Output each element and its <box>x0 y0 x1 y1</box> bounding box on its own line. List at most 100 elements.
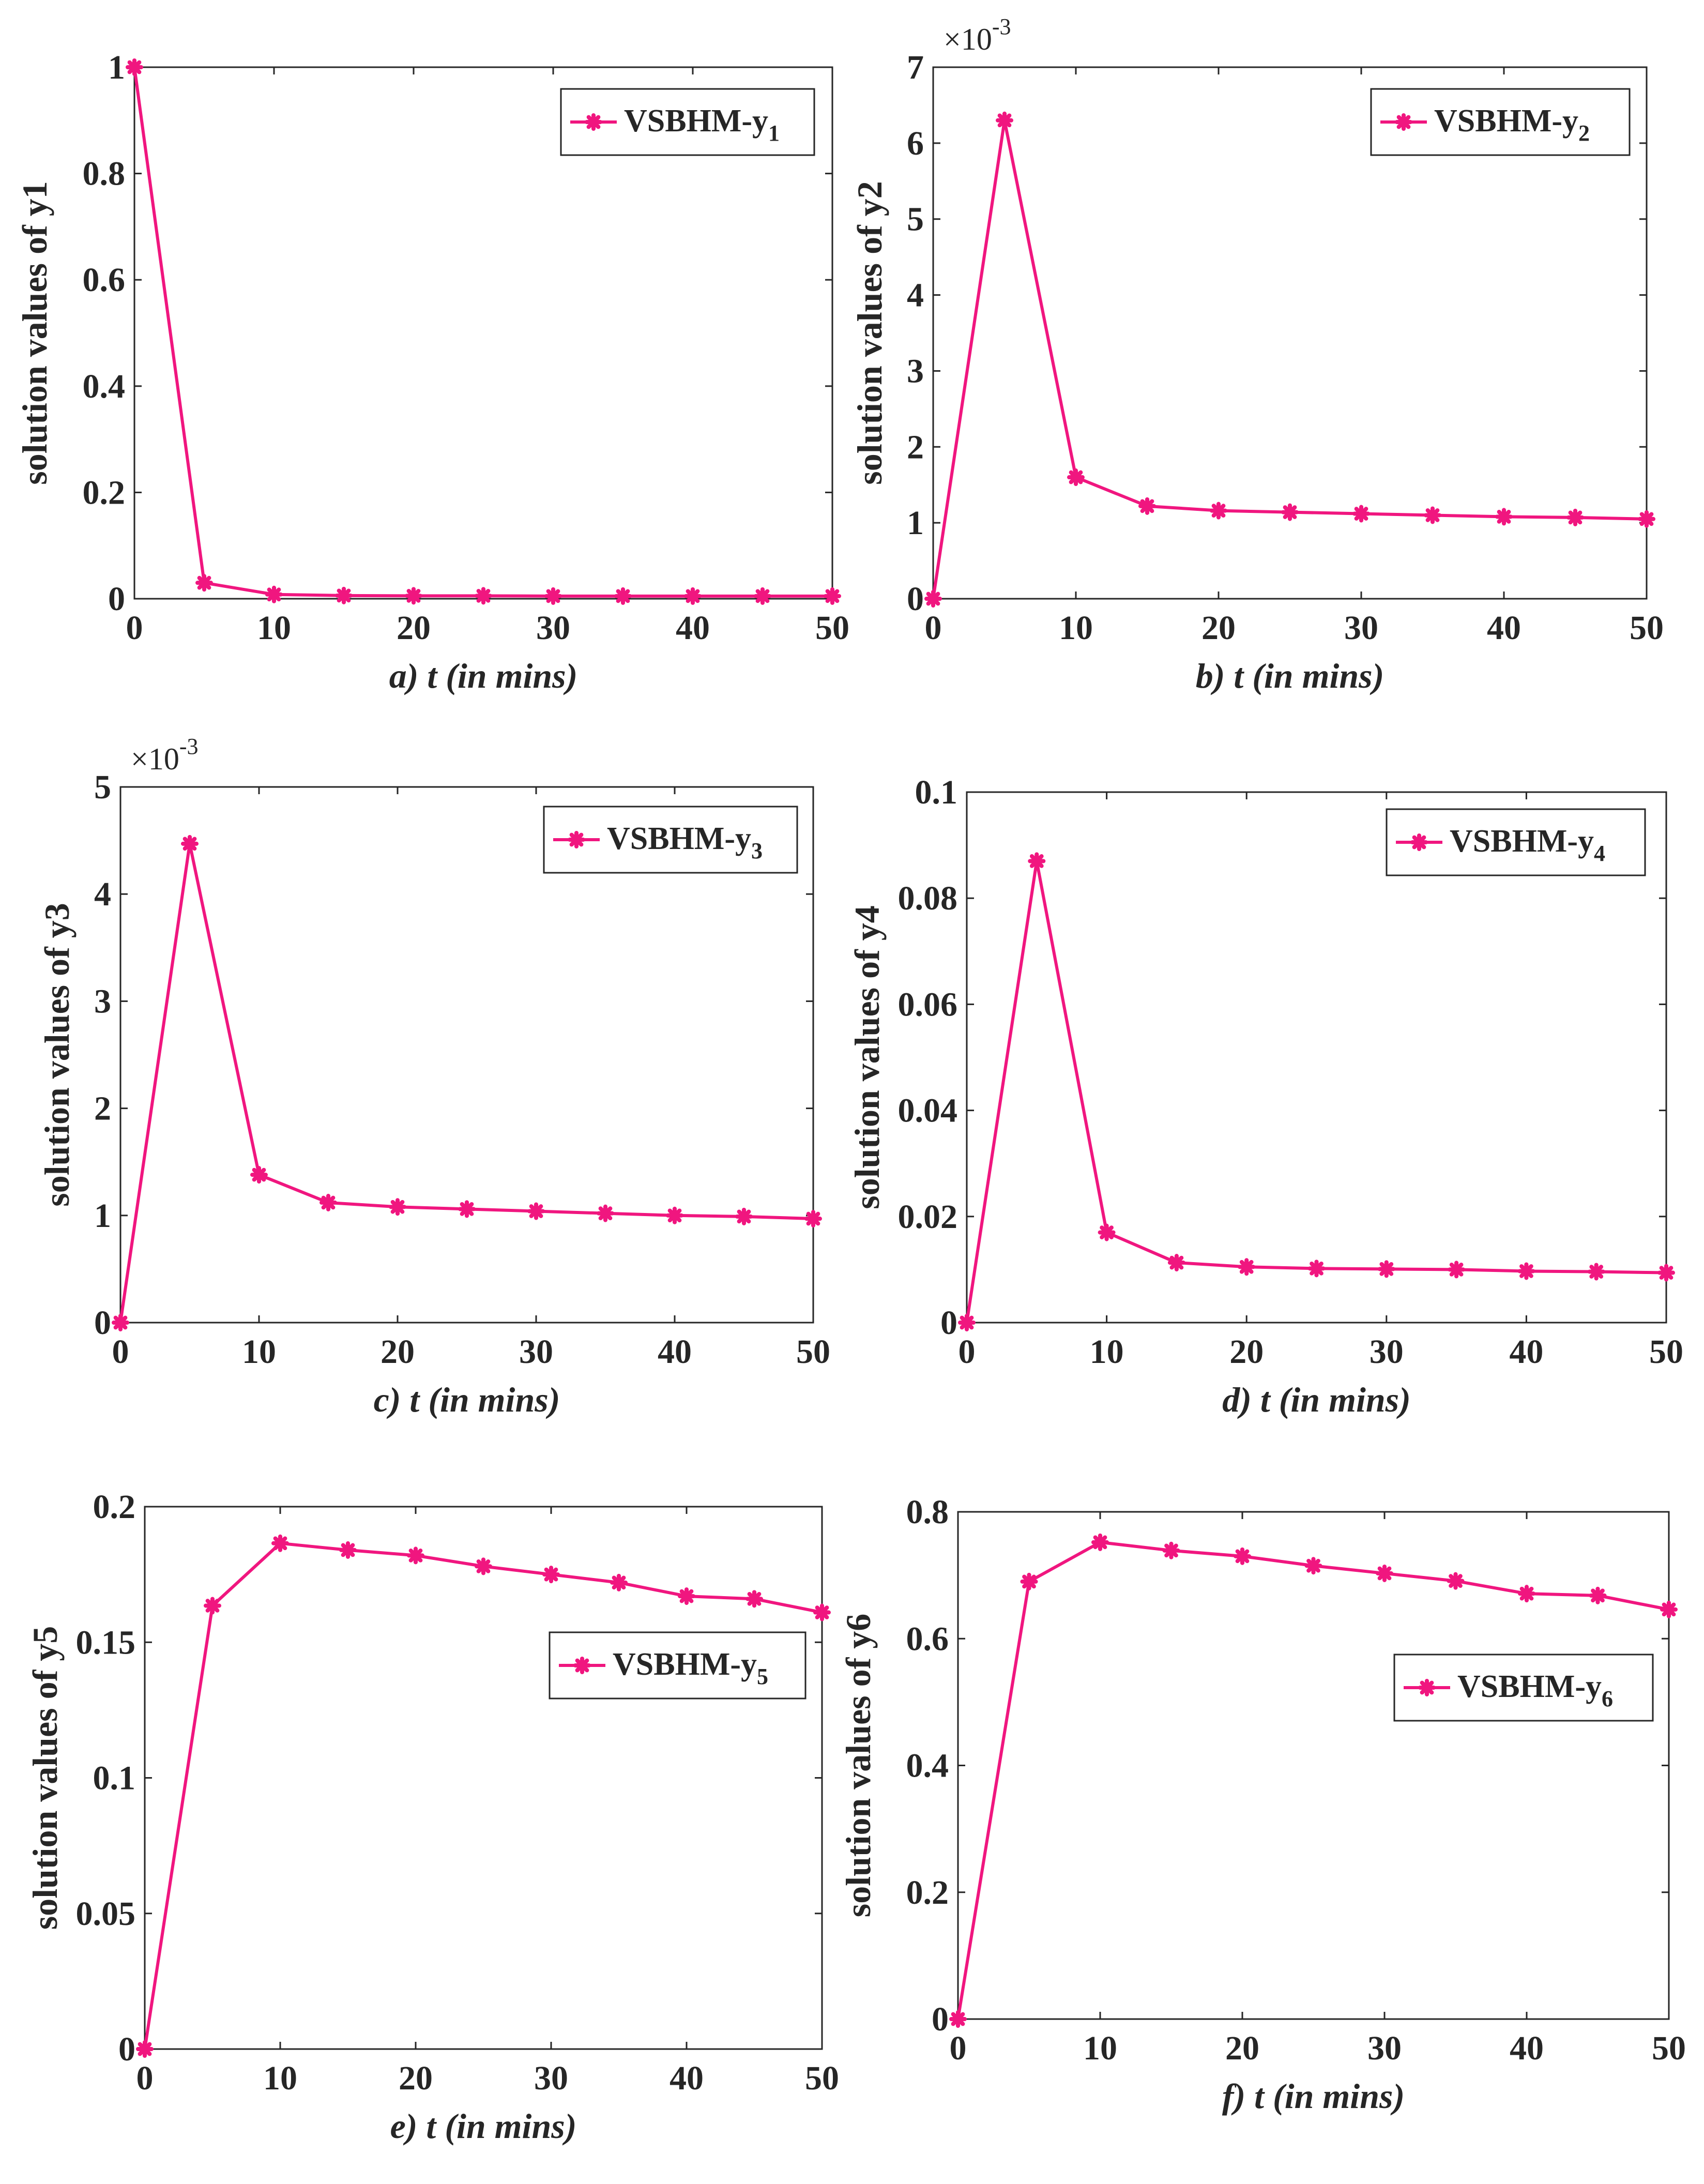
y-tick-label: 2 <box>94 1090 111 1128</box>
data-point <box>804 1210 822 1228</box>
legend: VSBHM-y3 <box>543 806 798 874</box>
data-point <box>610 1573 628 1591</box>
data-point <box>1138 497 1156 515</box>
y-tick-label: 4 <box>907 277 924 314</box>
x-tick-label: 10 <box>1059 609 1093 647</box>
data-point <box>271 1534 289 1552</box>
legend: VSBHM-y1 <box>560 88 815 156</box>
data-point <box>542 1566 560 1584</box>
y-axis-label: solution values of y6 <box>839 1614 878 1918</box>
exponent-base: ×10 <box>131 742 179 776</box>
plot-frame <box>966 791 1667 1324</box>
x-axis-label: f) t (in mins) <box>1222 2076 1405 2116</box>
data-point <box>405 587 422 605</box>
x-tick-label: 10 <box>257 609 291 647</box>
data-point <box>1517 1262 1535 1280</box>
legend-label-subscript: 2 <box>1578 120 1590 146</box>
x-tick-label: 40 <box>1510 2029 1544 2067</box>
data-point <box>1377 1260 1395 1278</box>
x-tick-label: 50 <box>815 609 849 647</box>
data-point <box>1091 1533 1109 1551</box>
legend: VSBHM-y2 <box>1370 88 1631 156</box>
legend-label-base: VSBHM-y <box>613 1647 757 1682</box>
y-tick-label: 0.1 <box>915 774 958 811</box>
y-axis-label: solution values of y1 <box>15 181 54 485</box>
data-point <box>544 587 562 605</box>
data-point <box>320 1193 337 1211</box>
data-point <box>1566 508 1584 526</box>
y-tick-label: 1 <box>907 504 924 542</box>
data-point <box>1589 1586 1607 1604</box>
data-point <box>746 1590 763 1608</box>
legend-label-subscript: 4 <box>1594 841 1605 866</box>
plot-frame <box>119 786 814 1324</box>
y-tick-label: 0.4 <box>83 368 126 405</box>
data-point <box>475 1557 492 1575</box>
data-point <box>1238 1258 1256 1276</box>
data-point <box>1495 508 1513 526</box>
y-axis-exponent: ×10-3 <box>944 14 1011 56</box>
x-axis-label: a) t (in mins) <box>389 656 578 695</box>
y-axis-label: solution values of y3 <box>37 903 77 1207</box>
data-point <box>1028 852 1046 870</box>
data-point <box>1352 505 1370 523</box>
x-tick-label: 50 <box>796 1333 830 1371</box>
x-tick-label: 30 <box>536 609 570 647</box>
x-tick-label: 20 <box>381 1333 415 1371</box>
y-tick-label: 3 <box>94 982 111 1020</box>
chart-panel-e: 0 10 20 30 40 50 0 0.05 0.1 0.15 0.2 e) t (in mins)… <box>25 1488 839 2146</box>
legend-label-base: VSBHM-y <box>1457 1669 1602 1704</box>
data-point <box>754 587 771 605</box>
x-tick-label: 10 <box>263 2059 297 2097</box>
y-tick-label: 0 <box>940 1304 957 1342</box>
data-point <box>136 2040 154 2058</box>
y-tick-label: 1 <box>108 49 125 86</box>
data-point <box>1162 1541 1180 1559</box>
y-tick-label: 6 <box>907 125 924 162</box>
y-tick-label: 5 <box>94 768 111 806</box>
y-tick-label: 0.2 <box>93 1488 136 1526</box>
data-point <box>1424 506 1441 524</box>
plot-frame <box>144 1506 823 2050</box>
x-axis-label: b) t (in mins) <box>1196 656 1384 695</box>
legend-label-base: VSBHM-y <box>1450 824 1594 859</box>
chart-panel-d: 0 10 20 30 40 50 0 0.02 0.04 0.06 0.08 0.1 d) t (in … <box>847 774 1683 1419</box>
y-tick-label: 0 <box>94 1304 111 1342</box>
y-tick-label: 0.2 <box>83 474 126 511</box>
data-point <box>181 835 199 853</box>
x-tick-label: 40 <box>1509 1333 1543 1371</box>
y-tick-label: 2 <box>907 428 924 466</box>
legend-label-base: VSBHM-y <box>607 821 751 856</box>
data-point <box>1447 1572 1465 1590</box>
y-tick-label: 4 <box>94 875 111 913</box>
y-tick-label: 0.08 <box>898 879 958 917</box>
legend-label-subscript: 3 <box>751 838 763 863</box>
y-axis-label: solution values of y2 <box>850 181 889 485</box>
x-tick-label: 30 <box>534 2059 568 2097</box>
x-tick-label: 40 <box>676 609 710 647</box>
x-tick-label: 20 <box>397 609 431 647</box>
x-tick-label: 30 <box>1344 609 1378 647</box>
y-tick-label: 0.15 <box>76 1624 136 1661</box>
data-point <box>958 1314 976 1331</box>
data-point <box>1304 1557 1322 1575</box>
legend: VSBHM-y6 <box>1393 1654 1654 1722</box>
y-tick-label: 7 <box>907 49 924 86</box>
y-axis-label: solution values of y4 <box>847 905 887 1209</box>
y-tick-label: 0 <box>907 580 924 618</box>
x-tick-label: 30 <box>519 1333 553 1371</box>
legend-marker <box>1395 113 1412 131</box>
data-point <box>996 111 1013 129</box>
legend-marker <box>573 1657 591 1674</box>
data-point <box>1307 1260 1326 1278</box>
data-point <box>1167 1254 1185 1272</box>
y-tick-label: 0.05 <box>76 1895 136 1933</box>
x-tick-label: 10 <box>1090 1333 1124 1371</box>
data-point <box>1660 1600 1678 1618</box>
x-tick-label: 20 <box>1229 1333 1264 1371</box>
data-point <box>614 587 632 605</box>
chart-panel-f: 0 10 20 30 40 50 0 0.2 0.4 0.6 0.8 f) t (in mins) so… <box>839 1493 1686 2116</box>
legend-label: VSBHM-y1 <box>624 103 780 146</box>
x-tick-label: 20 <box>1201 609 1236 647</box>
data-point <box>1518 1585 1535 1603</box>
